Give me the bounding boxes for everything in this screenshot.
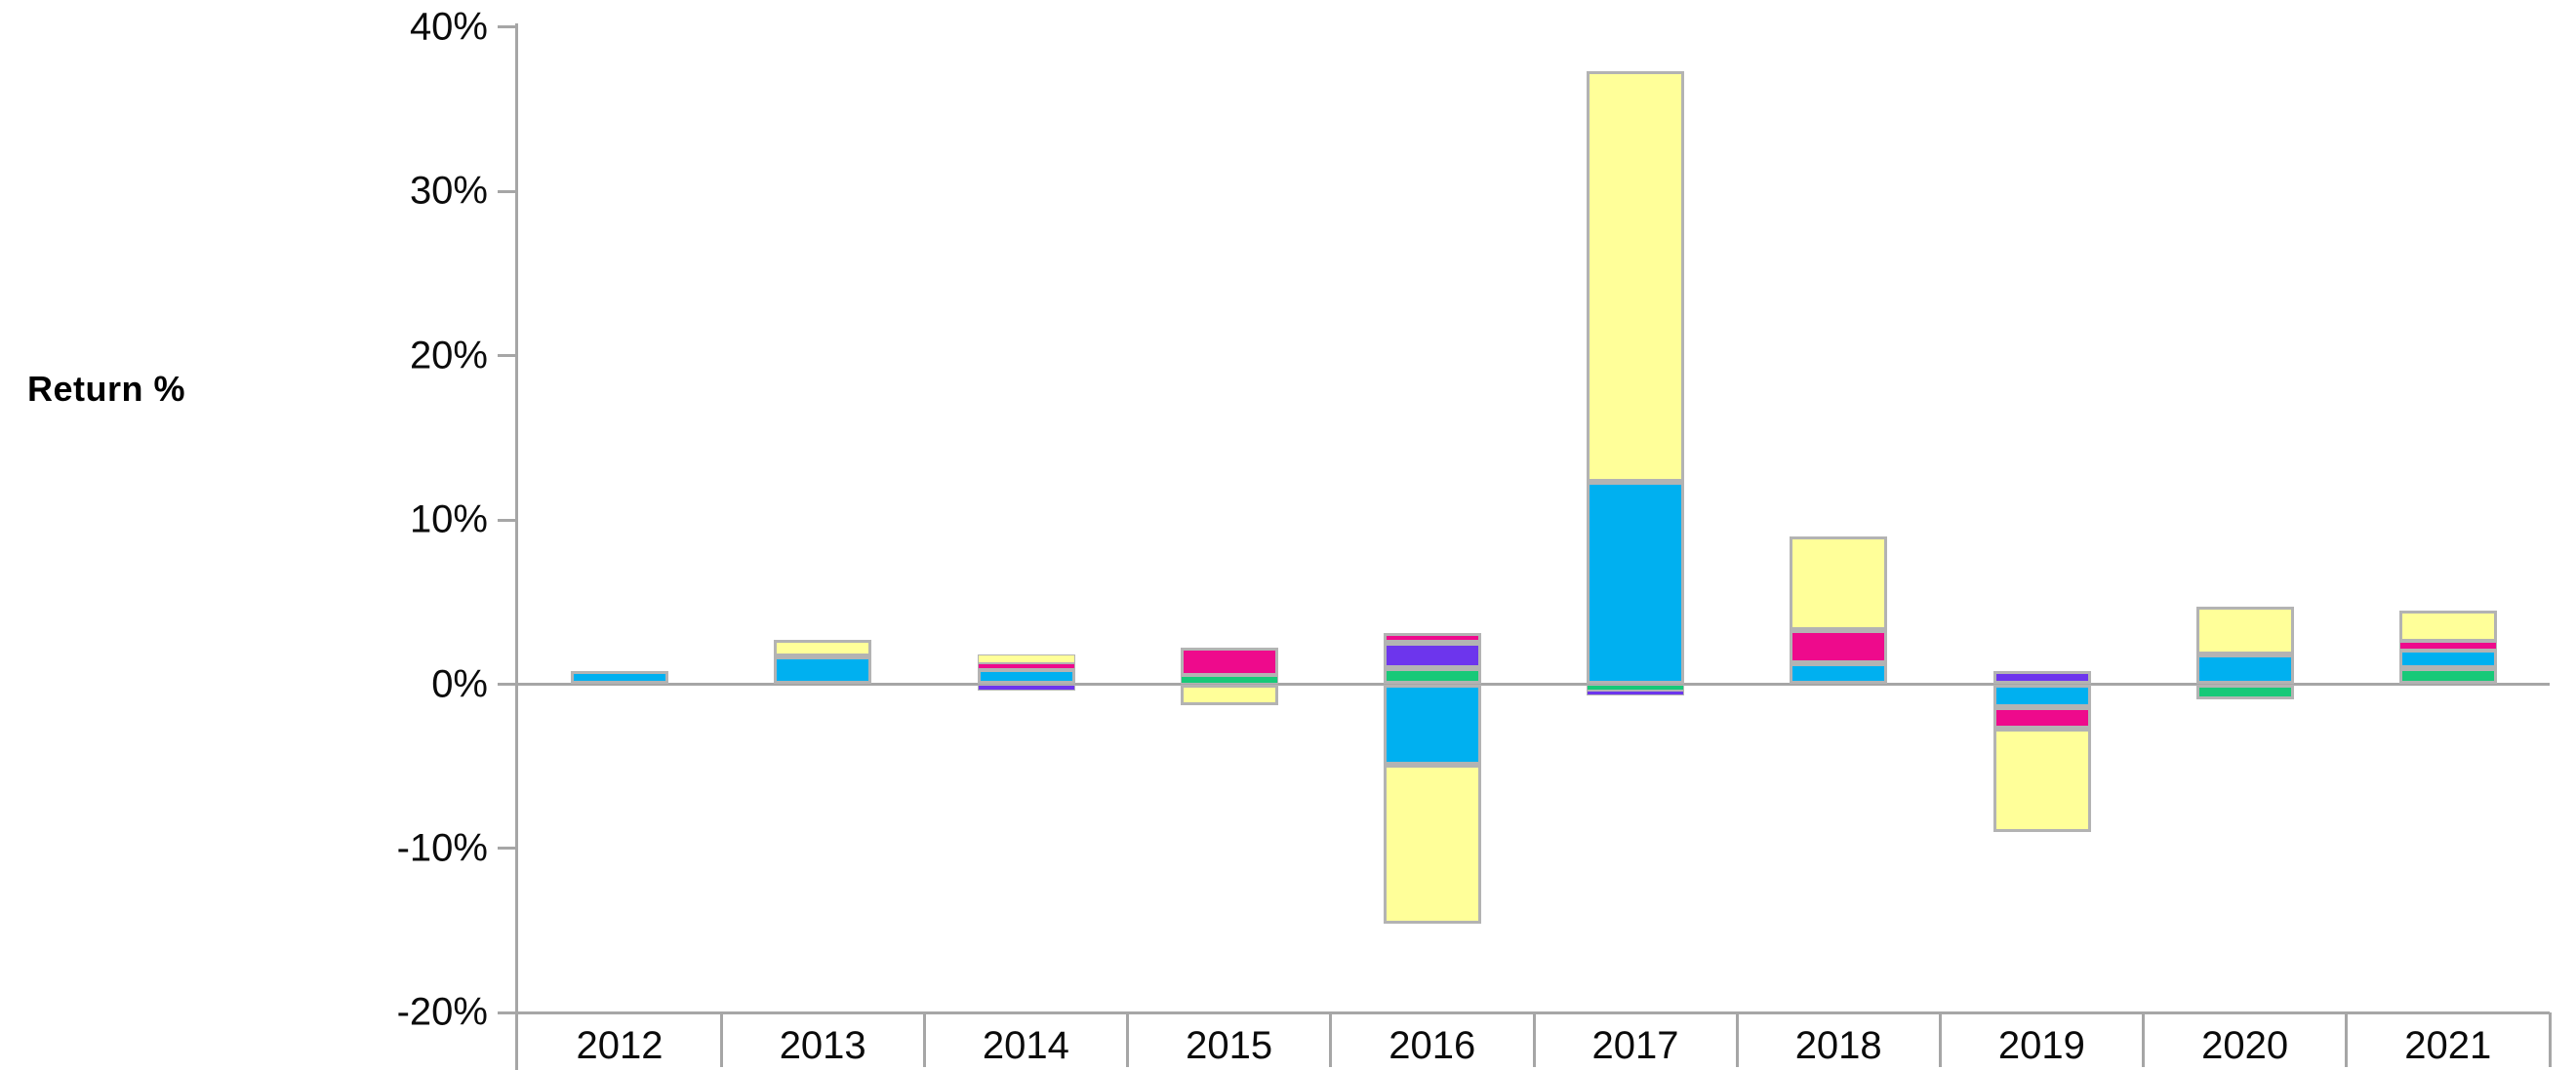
segment-2015-yellow-neg: [1180, 684, 1278, 706]
segment-2017-blue: [1587, 482, 1685, 685]
y-tick-30%: [498, 189, 515, 193]
category-divider: [1938, 1012, 1942, 1067]
y-tick--10%: [498, 847, 515, 851]
segment-2016-purple: [1383, 643, 1481, 668]
category-divider: [1532, 1012, 1536, 1067]
y-tick-label-0%: 0%: [431, 662, 488, 705]
x-label-2014: 2014: [982, 1024, 1069, 1068]
category-divider: [1126, 1012, 1130, 1067]
segment-2014-purple-neg: [977, 684, 1075, 692]
y-tick-label-30%: 30%: [409, 169, 488, 213]
category-divider: [719, 1012, 723, 1067]
segment-2019-blue-neg: [1992, 684, 2091, 708]
category-divider: [2345, 1012, 2349, 1067]
segment-2019-yellow-neg: [1992, 728, 2091, 833]
y-tick-0%: [498, 683, 515, 686]
segment-2017-purple-neg: [1587, 691, 1685, 696]
segment-2021-yellow: [2398, 610, 2497, 642]
y-tick-40%: [498, 25, 515, 29]
y-tick-label-10%: 10%: [409, 497, 488, 541]
y-tick-label--10%: -10%: [396, 826, 488, 870]
category-divider: [1735, 1012, 1739, 1067]
segment-2020-blue: [2195, 654, 2294, 685]
x-label-2020: 2020: [2201, 1024, 2289, 1068]
category-divider: [2142, 1012, 2146, 1067]
x-label-2021: 2021: [2404, 1024, 2492, 1068]
segment-2020-yellow: [2195, 607, 2294, 655]
segment-2018-yellow: [1790, 535, 1888, 630]
segment-2014-yellow: [977, 654, 1075, 664]
zero-line: [518, 683, 2550, 686]
segment-2016-blue-neg: [1383, 684, 1481, 766]
segment-2018-magenta: [1790, 629, 1888, 663]
segment-2018-blue: [1790, 662, 1888, 685]
y-axis-line: [515, 23, 518, 1070]
category-divider: [2548, 1012, 2552, 1067]
segment-2021-magenta: [2398, 641, 2497, 651]
segment-2017-yellow: [1587, 71, 1685, 483]
segment-2020-green-neg: [2195, 684, 2294, 699]
y-tick-10%: [498, 518, 515, 522]
segment-2016-green: [1383, 667, 1481, 685]
segment-2016-yellow-neg: [1383, 765, 1481, 925]
segment-2013-yellow: [774, 640, 872, 656]
y-tick-20%: [498, 354, 515, 358]
segment-2014-blue: [977, 669, 1075, 685]
x-label-2015: 2015: [1186, 1024, 1273, 1068]
segment-2012-blue: [571, 671, 669, 685]
x-baseline: [498, 1011, 2550, 1014]
x-label-2013: 2013: [779, 1024, 866, 1068]
segment-2021-blue: [2398, 650, 2497, 668]
y-tick-label-20%: 20%: [409, 334, 488, 377]
x-label-2017: 2017: [1591, 1024, 1679, 1068]
category-divider: [922, 1012, 926, 1067]
y-tick-label--20%: -20%: [396, 990, 488, 1034]
segment-2014-magenta: [977, 663, 1075, 670]
segment-2021-green: [2398, 667, 2497, 685]
segment-2015-magenta: [1180, 647, 1278, 677]
x-label-2012: 2012: [576, 1024, 664, 1068]
y-tick-label-40%: 40%: [409, 5, 488, 49]
segment-2016-magenta: [1383, 633, 1481, 644]
x-label-2016: 2016: [1389, 1024, 1476, 1068]
segment-2015-green: [1180, 676, 1278, 685]
segment-2019-magenta-neg: [1992, 707, 2091, 729]
segment-2019-purple: [1992, 671, 2091, 685]
y-axis-title: Return %: [27, 369, 186, 409]
segment-2017-green-neg: [1587, 684, 1685, 692]
segment-2013-blue: [774, 655, 872, 685]
x-label-2018: 2018: [1794, 1024, 1882, 1068]
category-divider: [1329, 1012, 1333, 1067]
x-label-2019: 2019: [1997, 1024, 2085, 1068]
